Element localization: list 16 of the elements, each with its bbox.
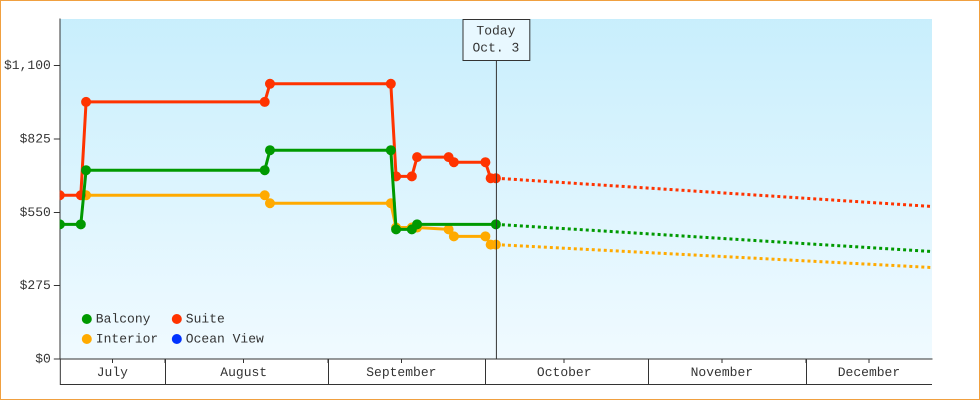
x-tick-label: October [536,365,592,380]
x-tick-label: July [96,365,128,380]
x-tick-label: August [220,365,268,380]
y-tick-label: $550 [20,204,51,220]
x-tick-label: September [366,365,436,380]
legend-label: Balcony [96,311,151,326]
y-tick-label: $825 [20,131,51,146]
ref-line-label: Today Oct. 3 [472,23,520,56]
y-tick-label: $0 [35,351,51,366]
y-tick-label: $1,100 [4,58,51,74]
x-tick-label: November [690,365,754,380]
y-tick-label: $275 [20,278,51,294]
legend-label: Interior [96,331,158,346]
x-tick-label: December [838,365,900,380]
legend-label: Ocean View [186,331,264,346]
legend-label: Suite [186,311,225,326]
